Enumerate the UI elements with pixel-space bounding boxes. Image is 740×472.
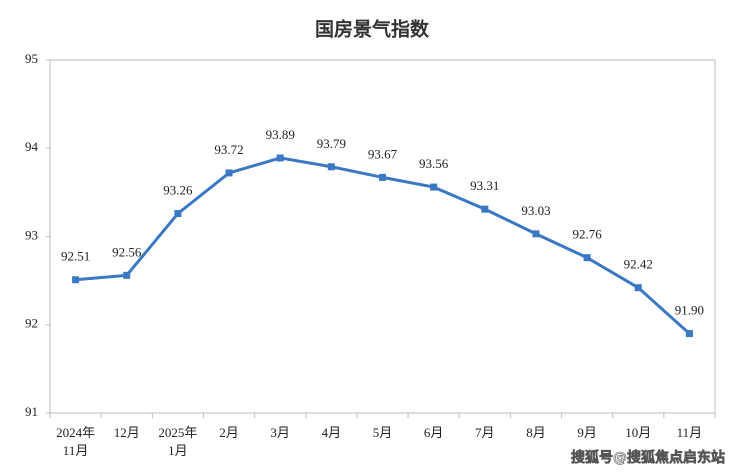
y-tick-label: 91 (25, 404, 38, 419)
chart-title: 国房景气指数 (315, 18, 430, 41)
value-label: 92.42 (624, 257, 653, 272)
x-tick-label-line: 1月 (168, 443, 188, 458)
x-tick-label-line: 6月 (424, 425, 444, 440)
marker (583, 254, 591, 262)
x-tick-label: 3月 (270, 425, 290, 440)
x-tick-label-line: 8月 (526, 425, 546, 440)
marker (481, 205, 489, 213)
value-label: 93.67 (368, 146, 398, 161)
x-tick-label: 6月 (424, 425, 444, 440)
marker (123, 271, 131, 279)
x-tick-label: 8月 (526, 425, 546, 440)
value-label: 93.26 (163, 183, 193, 198)
marker (327, 163, 335, 171)
marker (532, 230, 540, 238)
marker (685, 330, 693, 338)
x-tick-label-line: 4月 (322, 425, 342, 440)
value-label: 93.72 (214, 142, 243, 157)
marker (430, 183, 438, 191)
marker (174, 210, 182, 218)
marker (634, 284, 642, 292)
value-label: 93.03 (521, 203, 550, 218)
x-tick-label-line: 2025年 (158, 425, 197, 440)
x-tick-label-line: 11月 (63, 443, 89, 458)
value-label: 93.56 (419, 156, 449, 171)
value-label: 92.51 (61, 249, 90, 264)
x-tick-label: 4月 (322, 425, 342, 440)
y-tick-label: 95 (25, 51, 38, 66)
watermark: 搜狐号@搜狐焦点启东站 (571, 449, 725, 466)
x-tick-label: 2月 (219, 425, 239, 440)
value-label: 92.56 (112, 244, 142, 259)
x-tick-label-line: 10月 (625, 425, 651, 440)
value-label: 93.89 (266, 127, 295, 142)
marker (72, 276, 80, 284)
x-tick-label-line: 3月 (270, 425, 290, 440)
x-tick-label-line: 9月 (577, 425, 597, 440)
value-label: 93.79 (317, 136, 346, 151)
value-label: 92.76 (572, 227, 602, 242)
x-tick-label: 2024年 11月 (56, 425, 95, 458)
marker (379, 173, 386, 181)
x-tick-label: 7月 (475, 425, 495, 440)
marker (225, 169, 233, 177)
marker (276, 154, 284, 162)
x-tick-label: 9月 (577, 425, 597, 440)
x-tick-label-line: 2024年 (56, 425, 95, 440)
y-tick-label: 94 (25, 139, 39, 154)
plot-frame (49, 59, 716, 414)
x-tick-label: 5月 (373, 425, 393, 440)
x-tick-label: 11月 (677, 425, 703, 440)
x-tick-label-line: 5月 (373, 425, 393, 440)
value-label: 93.31 (470, 178, 499, 193)
x-tick-label: 10月 (625, 425, 651, 440)
x-tick-label-line: 2月 (219, 425, 239, 440)
y-tick-label: 92 (25, 316, 38, 331)
value-label: 91.90 (675, 303, 704, 318)
x-tick-label-line: 12月 (114, 425, 140, 440)
y-tick-label: 93 (25, 227, 38, 242)
x-tick-label: 2025年 1月 (158, 425, 197, 458)
x-tick-label-line: 11月 (677, 425, 703, 440)
x-tick-label-line: 7月 (475, 425, 495, 440)
x-tick-label: 12月 (114, 425, 140, 440)
